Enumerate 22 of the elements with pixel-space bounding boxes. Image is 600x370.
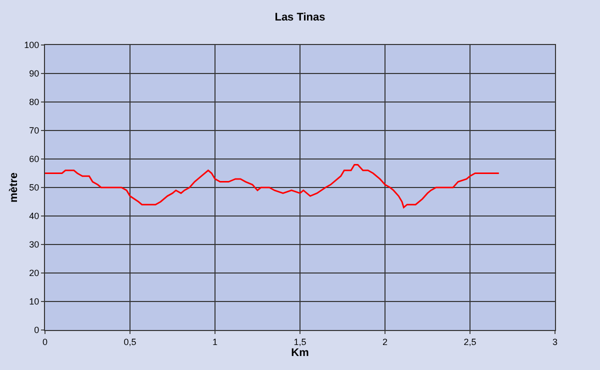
x-tick-label: 0: [42, 336, 48, 347]
y-tick-label: 90: [29, 68, 40, 79]
y-tick-label: 50: [29, 182, 40, 193]
x-tick-label: 1,5: [294, 336, 306, 347]
y-axis-title: mètre: [8, 172, 20, 202]
x-tick-label: 1: [212, 336, 218, 347]
y-tick-label: 20: [29, 268, 40, 278]
y-tick-label: 80: [29, 97, 40, 108]
y-tick-label: 60: [29, 154, 40, 164]
x-axis-title: Km: [291, 347, 310, 359]
y-tick-label: 30: [29, 240, 40, 250]
y-tick-label: 100: [24, 40, 40, 50]
chart-title: Las Tinas: [274, 12, 326, 24]
y-tick-label: 40: [29, 211, 40, 222]
y-tick-label: 70: [29, 126, 40, 136]
x-tick-label: 2,5: [464, 336, 476, 347]
x-tick-label: 3: [552, 336, 558, 347]
x-tick-label: 2: [382, 336, 388, 347]
x-tick-label: 0,5: [124, 336, 136, 347]
y-tick-label: 10: [29, 296, 40, 307]
line-series: [45, 164, 500, 208]
y-tick-label: 0: [34, 325, 40, 336]
